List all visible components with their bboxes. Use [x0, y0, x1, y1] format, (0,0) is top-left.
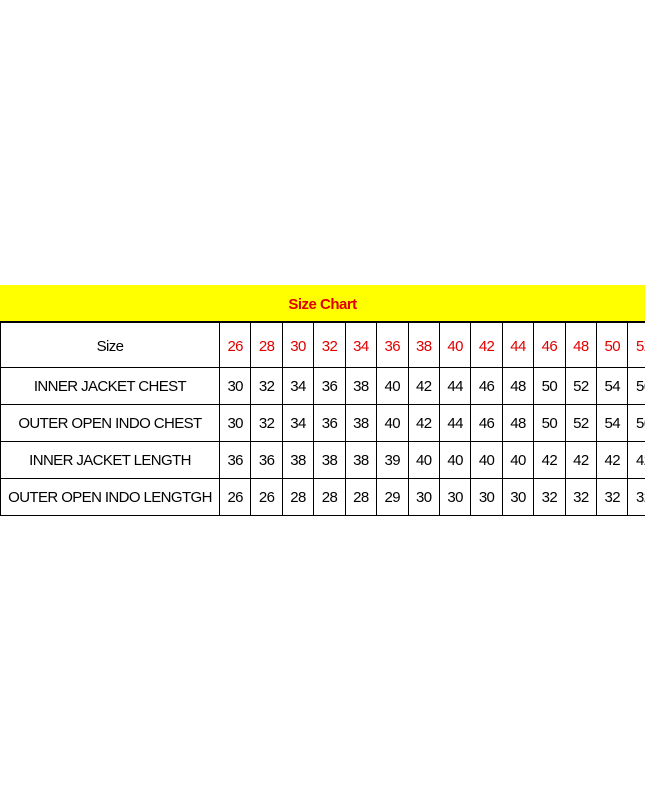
cell: 50: [533, 367, 566, 405]
cell: 26: [218, 478, 252, 516]
table-title: Size Chart: [0, 285, 645, 322]
cell: 34: [344, 322, 378, 368]
cell: 30: [407, 478, 440, 516]
cell: 42: [627, 441, 645, 479]
cell: 40: [501, 441, 535, 479]
cell: 38: [407, 322, 440, 368]
cell: 36: [313, 404, 346, 442]
cell: 38: [281, 441, 315, 479]
table-row: OUTER OPEN INDO LENGTGH 26 26 28 28 28 29 30 30 3…: [0, 478, 645, 516]
cell: 46: [470, 367, 503, 405]
cell: 40: [438, 441, 472, 479]
cell: 40: [376, 404, 409, 442]
cell: 32: [564, 478, 598, 516]
cell: 40: [407, 441, 440, 479]
cell: 39: [376, 441, 409, 479]
cell: 30: [218, 367, 252, 405]
cell: 48: [501, 404, 535, 442]
cell: 54: [596, 367, 629, 405]
cell: 52: [627, 322, 645, 368]
cell: 34: [281, 367, 315, 405]
cell: 50: [596, 322, 629, 368]
size-table: Size2628303234363840424446485052INNER JA…: [0, 322, 645, 516]
cell: 50: [533, 404, 566, 442]
cell: 36: [250, 441, 283, 479]
cell: 42: [470, 322, 503, 368]
cell: 32: [250, 404, 283, 442]
cell: 38: [344, 404, 378, 442]
table-row: INNER JACKET CHEST 30 32 34 36 38 40 42 44 46 48 50…: [0, 367, 645, 405]
cell: 36: [376, 322, 409, 368]
cell: 42: [407, 367, 440, 405]
cell: 40: [470, 441, 503, 479]
cell: 44: [438, 367, 472, 405]
cell: 56: [627, 404, 645, 442]
table-row: INNER JACKET LENGTH 36 36 38 38 38 39 40 40 40 40 4…: [0, 441, 645, 479]
cell: 42: [596, 441, 629, 479]
cell: 38: [344, 367, 378, 405]
row-label: INNER JACKET LENGTH: [0, 441, 220, 479]
cell: 48: [564, 322, 598, 368]
cell: 30: [470, 478, 503, 516]
cell: 48: [501, 367, 535, 405]
cell: 38: [344, 441, 378, 479]
cell: 52: [564, 404, 598, 442]
cell: 46: [470, 404, 503, 442]
cell: 32: [627, 478, 645, 516]
cell: 28: [344, 478, 378, 516]
cell: 54: [596, 404, 629, 442]
cell: 42: [533, 441, 566, 479]
cell: 38: [313, 441, 346, 479]
cell: 34: [281, 404, 315, 442]
table-row: Size2628303234363840424446485052: [0, 322, 645, 368]
row-label: INNER JACKET CHEST: [0, 367, 220, 405]
cell: 32: [313, 322, 346, 368]
cell: 26: [250, 478, 283, 516]
cell: 29: [376, 478, 409, 516]
cell: 30: [438, 478, 472, 516]
cell: 44: [501, 322, 535, 368]
row-label: OUTER OPEN INDO CHEST: [0, 404, 220, 442]
table-row: OUTER OPEN INDO CHEST 30 32 34 36 38 40 42 44 46 4…: [0, 404, 645, 442]
cell: 44: [438, 404, 472, 442]
cell: 32: [596, 478, 629, 516]
cell: 36: [313, 367, 346, 405]
cell: 30: [281, 322, 315, 368]
cell: 40: [438, 322, 472, 368]
cell: 26: [218, 322, 252, 368]
cell: 28: [313, 478, 346, 516]
cell: 42: [407, 404, 440, 442]
cell: 32: [250, 367, 283, 405]
row-label: OUTER OPEN INDO LENGTGH: [0, 478, 220, 516]
cell: 46: [533, 322, 566, 368]
row-label: Size: [0, 322, 220, 368]
cell: 36: [218, 441, 252, 479]
cell: 30: [218, 404, 252, 442]
cell: 28: [250, 322, 283, 368]
cell: 32: [533, 478, 566, 516]
cell: 40: [376, 367, 409, 405]
cell: 52: [564, 367, 598, 405]
cell: 56: [627, 367, 645, 405]
cell: 28: [281, 478, 315, 516]
cell: 42: [564, 441, 598, 479]
cell: 30: [501, 478, 535, 516]
